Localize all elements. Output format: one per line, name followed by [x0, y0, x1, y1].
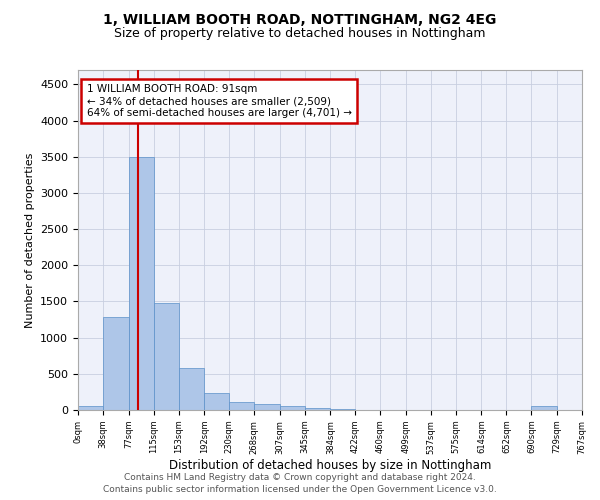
- Text: 1 WILLIAM BOOTH ROAD: 91sqm
← 34% of detached houses are smaller (2,509)
64% of : 1 WILLIAM BOOTH ROAD: 91sqm ← 34% of det…: [86, 84, 352, 117]
- Text: Contains HM Land Registry data © Crown copyright and database right 2024.: Contains HM Land Registry data © Crown c…: [124, 472, 476, 482]
- Text: Contains public sector information licensed under the Open Government Licence v3: Contains public sector information licen…: [103, 485, 497, 494]
- Bar: [103, 318, 128, 410]
- Bar: [78, 406, 103, 410]
- Bar: [128, 157, 154, 410]
- Text: Size of property relative to detached houses in Nottingham: Size of property relative to detached ho…: [114, 28, 486, 40]
- Bar: [254, 404, 280, 410]
- Bar: [179, 368, 204, 410]
- Bar: [204, 392, 229, 410]
- Bar: [305, 408, 331, 410]
- X-axis label: Distribution of detached houses by size in Nottingham: Distribution of detached houses by size …: [169, 460, 491, 472]
- Bar: [229, 402, 254, 410]
- Y-axis label: Number of detached properties: Number of detached properties: [25, 152, 35, 328]
- Bar: [532, 406, 557, 410]
- Bar: [280, 406, 305, 410]
- Text: 1, WILLIAM BOOTH ROAD, NOTTINGHAM, NG2 4EG: 1, WILLIAM BOOTH ROAD, NOTTINGHAM, NG2 4…: [103, 12, 497, 26]
- Bar: [154, 303, 179, 410]
